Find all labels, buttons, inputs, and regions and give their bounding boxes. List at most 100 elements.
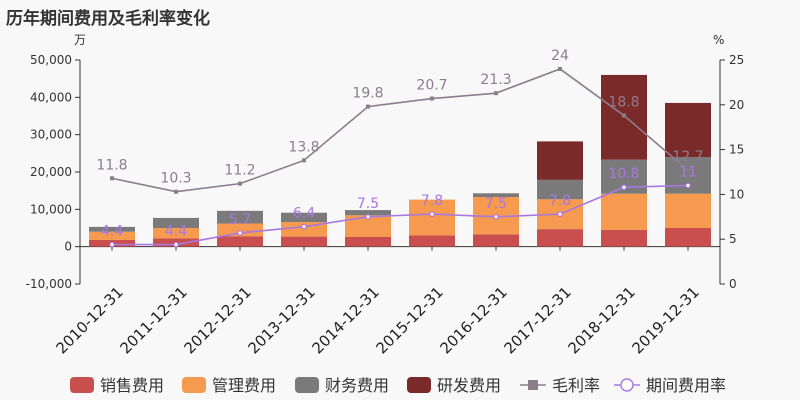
series-point [173,241,179,248]
series-line [111,68,689,193]
series-line [112,184,689,246]
chart-title: 历年期间费用及毛利率变化 [6,9,210,29]
legend-swatch [407,377,431,393]
y-left-tick-label: 10,000 [30,202,72,216]
y-right-tick-label: 20 [729,98,744,112]
x-tick-label: 2017-12-31 [500,283,574,357]
bar-segment [409,235,455,247]
series-point [238,181,242,186]
x-tick-label: 2011-12-31 [116,283,190,357]
y-right-tick-label: 25 [729,53,744,67]
legend-marker [528,380,538,390]
bar-segment [217,236,263,247]
bar-segment [217,223,263,237]
data-label: 19.8 [352,86,383,102]
bar-segment [665,102,711,158]
x-tick-label: 2016-12-31 [436,283,510,357]
data-label: 21.3 [480,72,511,88]
data-label: 6.4 [293,206,315,222]
series-point [558,66,562,71]
bars [89,74,711,247]
x-tick-label: 2014-12-31 [308,283,382,357]
legend-swatch [182,377,206,393]
bar-segment [217,210,263,224]
series-point [686,168,690,173]
bar-segment [281,212,327,223]
series-point [557,211,563,217]
x-tick-label: 2015-12-31 [372,283,446,357]
data-label: 7.8 [549,193,571,209]
bar-segment [473,193,519,198]
bar-segment [665,193,711,228]
legend-swatch [295,377,319,393]
bar-segment [345,215,391,237]
bar-segment [665,228,711,247]
legend-swatch [70,377,94,393]
series-point [493,214,499,220]
data-label: 11.2 [224,163,255,179]
y-right-tick-label: 0 [729,277,737,291]
series-point [109,241,115,248]
legend-label: 销售费用 [100,376,164,395]
data-label: 12.7 [672,149,703,165]
x-tick-label: 2012-12-31 [180,283,254,357]
y-right-tick-label: 5 [729,232,737,246]
legend-label: 研发费用 [437,376,501,395]
data-label: 10.8 [608,166,639,182]
bar-segment [345,236,391,247]
data-label: 10.3 [160,171,191,187]
series-point [622,113,626,118]
data-label: 24 [551,48,569,64]
bar-segment [537,179,583,200]
bar-segment [345,210,391,216]
series-point [110,176,114,181]
y-right-tick-label: 10 [729,187,744,201]
y-left-tick-label: 0 [64,240,72,254]
bar-segment [537,141,583,180]
legend-label: 期间费用率 [646,376,726,395]
data-label: 4.4 [101,224,123,240]
bar-segment [473,234,519,247]
bar-segment [601,193,647,230]
data-label: 20.7 [416,78,447,94]
y-left-tick-label: -10,000 [26,277,72,291]
lines: 11.8 10.3 11.2 13.8 19.8 20.7 21.3 24 18.8 12.7 4.… [96,48,704,248]
bar-segment [601,229,647,247]
y-left-tick-label: 50,000 [30,53,72,67]
series-point [494,91,498,96]
legend-marker [620,378,634,392]
series-point [366,104,370,109]
legend-label: 管理费用 [212,376,276,395]
series-point [365,214,371,220]
series-point [429,211,435,217]
right-axis-unit: % [713,33,724,47]
bar-segment [281,236,327,247]
y-right-tick-label: 15 [729,143,744,157]
y-left-tick-label: 40,000 [30,90,72,104]
x-tick-label: 2018-12-31 [564,283,638,357]
data-label: 11 [679,164,697,180]
bar-segment [153,217,199,228]
series-point [237,230,243,236]
data-label: 7.5 [357,196,379,212]
bar-segment [89,231,135,240]
legend: 销售费用 管理费用 财务费用 研发费用 毛利率 期间费用率 [70,376,726,395]
bar-segment [537,229,583,247]
data-label: 5.7 [229,212,251,228]
left-axis-unit: 万 [74,33,86,47]
series-point [621,184,627,191]
legend-label: 财务费用 [325,376,389,395]
series-point [430,96,434,101]
data-label: 18.8 [608,95,639,111]
x-tick-label: 2013-12-31 [244,283,318,357]
series-point [685,182,691,189]
y-left-tick-label: 20,000 [30,165,72,179]
legend-label: 毛利率 [552,376,600,395]
x-tick-label: 2010-12-31 [52,283,126,357]
bar-segment [409,199,455,236]
bar-segment [153,228,199,239]
bar-segment [89,226,135,232]
y-left-tick-label: 30,000 [30,128,72,142]
series-point [301,223,307,230]
